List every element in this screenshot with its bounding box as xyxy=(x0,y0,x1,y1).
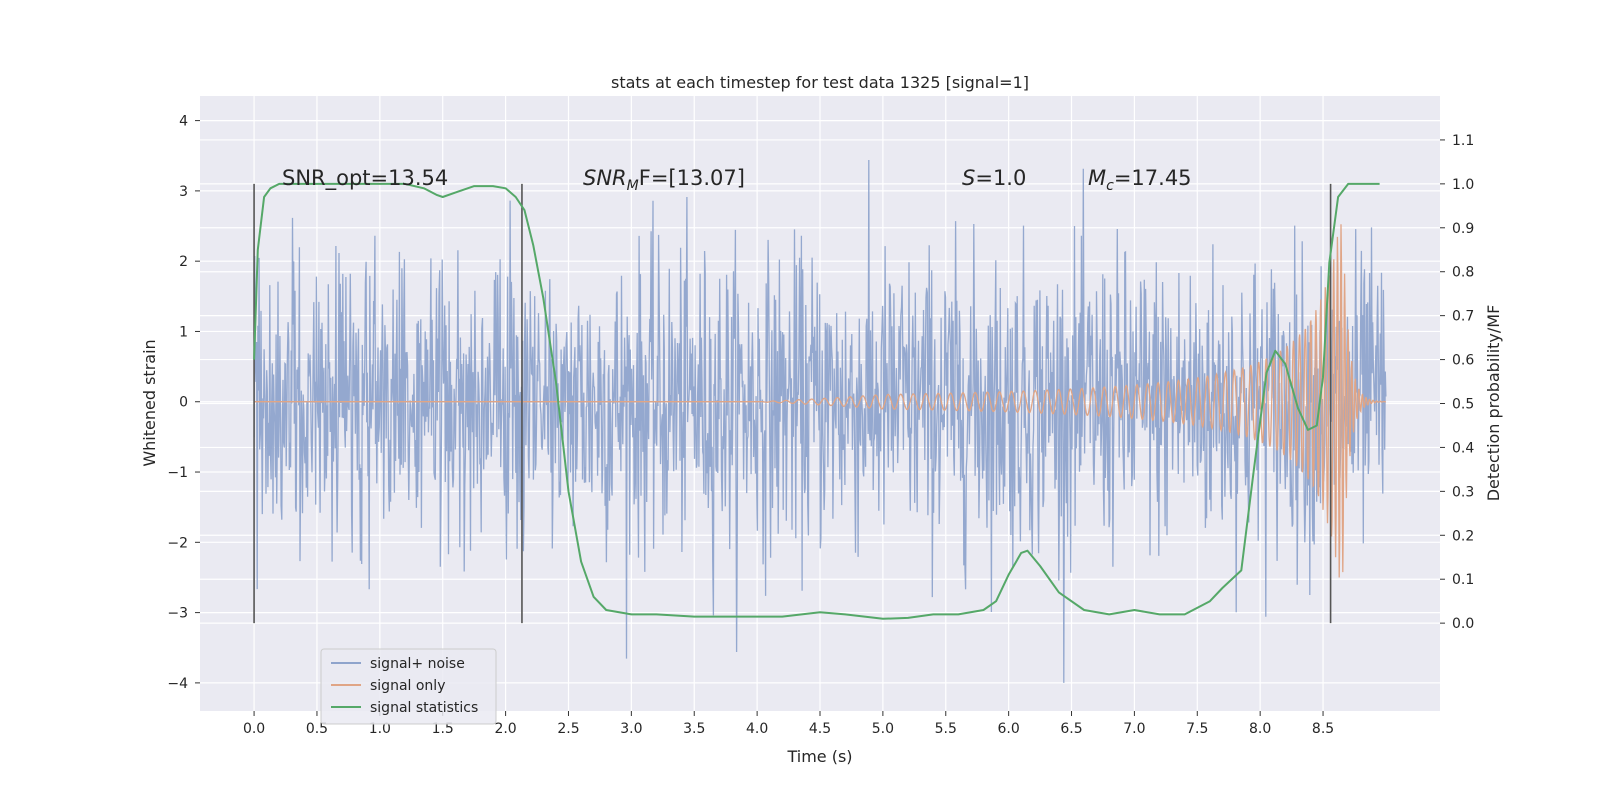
y-left-tick-label: 4 xyxy=(179,114,188,130)
y-right-tick-label: 0.1 xyxy=(1452,572,1474,588)
y-right-tick-labels: 1.1 1.0 0.9 0.8 0.7 0.6 0.5 0.4 0.3 0.2 0.1 0.0 xyxy=(1440,133,1474,632)
x-tick-label: 2.5 xyxy=(557,721,579,737)
chart-title: stats at each timestep for test data 132… xyxy=(611,73,1029,92)
x-tick-label: 8.5 xyxy=(1312,721,1334,737)
y-right-tick-label: 0.7 xyxy=(1452,309,1474,325)
annotation-s: S=1.0 xyxy=(962,166,1026,190)
y-right-tick-label: 0.4 xyxy=(1452,440,1474,456)
x-tick-label: 2.0 xyxy=(494,721,516,737)
x-tick-label: 7.0 xyxy=(1123,721,1145,737)
y-right-tick-label: 0.6 xyxy=(1452,353,1474,369)
annotation-mc-rest: =17.45 xyxy=(1114,166,1192,190)
y-left-tick-label: −1 xyxy=(167,465,188,481)
y-left-tick-label: 3 xyxy=(179,184,188,200)
y-right-tick-label: 1.1 xyxy=(1452,133,1474,149)
annotation-mc: Mc=17.45 xyxy=(1088,166,1192,194)
y-left-tick-label: −2 xyxy=(167,535,188,551)
x-axis-title: Time (s) xyxy=(786,747,852,766)
x-tick-label: 1.0 xyxy=(369,721,391,737)
y-left-axis-title: Whitened strain xyxy=(140,339,159,466)
annotation-snr-opt: SNR_opt=13.54 xyxy=(282,166,448,191)
y-right-tick-label: 0.2 xyxy=(1452,528,1474,544)
y-left-tick-label: 2 xyxy=(179,254,188,270)
annotation-s-rest: =1.0 xyxy=(975,166,1026,190)
signal-statistics-line xyxy=(253,182,1380,620)
x-tick-label: 1.5 xyxy=(432,721,454,737)
x-tick-label: 7.5 xyxy=(1186,721,1208,737)
annotation-snr-mf-sub: M xyxy=(627,178,639,194)
noise-line xyxy=(253,159,1387,683)
y-right-axis-title: Detection probability/MF xyxy=(1484,305,1503,502)
y-right-tick-label: 0.3 xyxy=(1452,484,1474,500)
x-tick-labels: 0.0 0.5 1.0 1.5 2.0 2.5 3.0 3.5 4.0 4.5 5.0 5.5 6.0 6… xyxy=(243,711,1334,737)
annotation-snr-mf-rest: F=[13.07] xyxy=(639,166,745,190)
y-right-tick-label: 0.8 xyxy=(1452,265,1474,281)
legend-label-noise: signal+ noise xyxy=(370,656,465,672)
annotation-mc-sub: c xyxy=(1106,178,1114,194)
annotation-s-main: S xyxy=(962,166,975,190)
y-right-tick-label: 0.5 xyxy=(1452,397,1474,413)
annotation-mc-main: M xyxy=(1088,166,1106,190)
legend-label-statistics: signal statistics xyxy=(370,700,478,716)
x-tick-label: 3.5 xyxy=(683,721,705,737)
signal-statistics-series xyxy=(253,182,1380,620)
noise-series xyxy=(253,159,1387,683)
x-tick-label: 6.5 xyxy=(1060,721,1082,737)
annotation-snr-mf-main: SNR xyxy=(583,166,627,190)
y-left-tick-label: 1 xyxy=(179,324,188,340)
x-tick-label: 3.0 xyxy=(620,721,642,737)
legend-box xyxy=(320,648,497,725)
x-tick-label: 6.0 xyxy=(998,721,1020,737)
y-right-tick-label: 0.0 xyxy=(1452,616,1474,632)
x-tick-label: 0.0 xyxy=(243,721,265,737)
x-tick-label: 8.0 xyxy=(1249,721,1271,737)
y-left-tick-label: −3 xyxy=(167,606,188,622)
y-left-tick-labels: 4 3 2 1 0 −1 −2 −3 −4 xyxy=(167,114,200,692)
y-left-tick-label: 0 xyxy=(179,395,188,411)
legend: signal+ noise signal only signal statist… xyxy=(320,648,497,725)
x-tick-label: 5.0 xyxy=(872,721,894,737)
x-tick-label: 4.0 xyxy=(746,721,768,737)
annotation-snr-mf: SNRMF=[13.07] xyxy=(583,166,745,194)
x-tick-label: 0.5 xyxy=(306,721,328,737)
x-tick-label: 4.5 xyxy=(809,721,831,737)
y-right-tick-label: 0.9 xyxy=(1452,221,1474,237)
y-left-tick-label: −4 xyxy=(167,676,188,692)
x-tick-label: 5.5 xyxy=(935,721,957,737)
y-right-tick-label: 1.0 xyxy=(1452,177,1474,193)
legend-label-signal: signal only xyxy=(370,678,445,694)
